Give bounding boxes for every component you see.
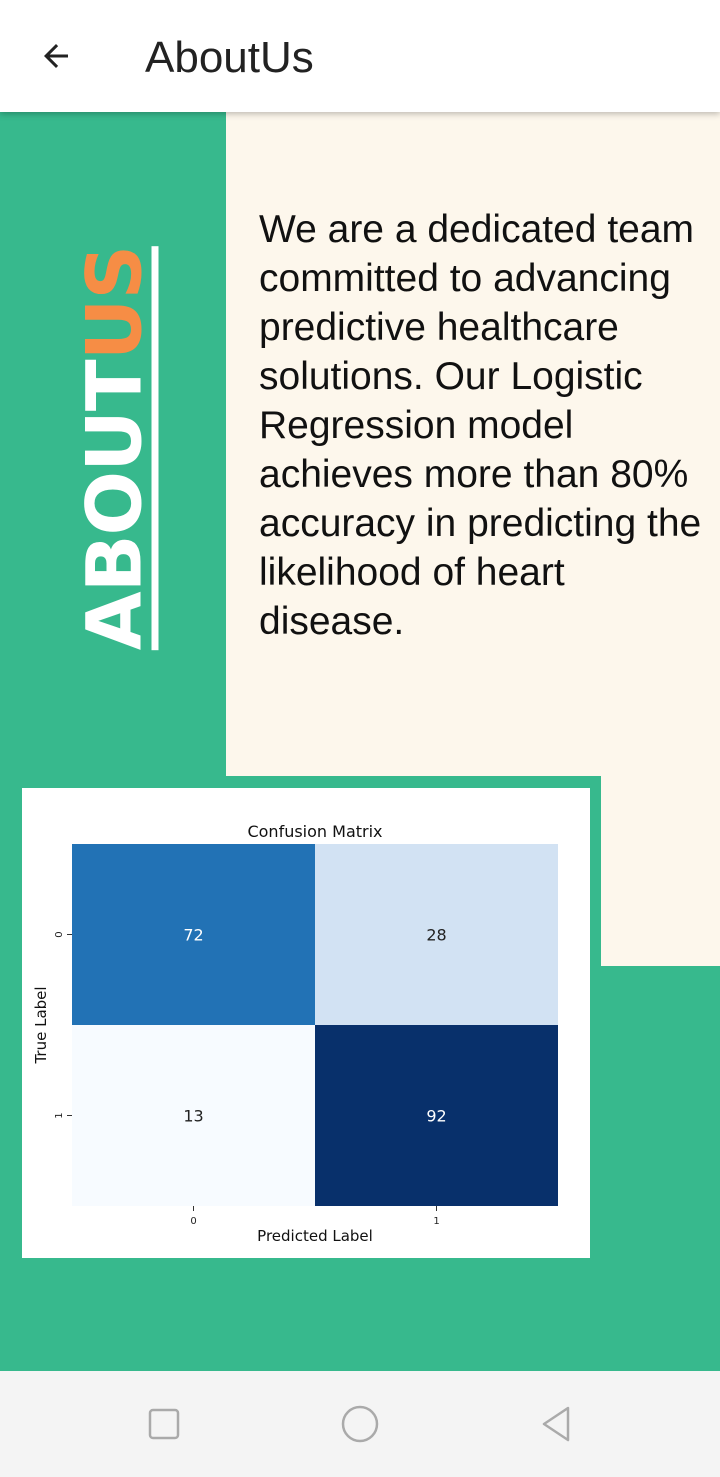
cream-panel bbox=[226, 112, 720, 776]
heatmap-cell bbox=[315, 844, 558, 1025]
heading-word-us: US bbox=[69, 245, 159, 361]
about-description: We are a dedicated team committed to adv… bbox=[259, 208, 702, 643]
cell-value-label: 28 bbox=[426, 926, 446, 945]
x-tick-label: 1 bbox=[433, 1216, 439, 1227]
cream-panel-extension bbox=[601, 776, 720, 966]
home-button[interactable] bbox=[330, 1394, 390, 1454]
circle-icon bbox=[341, 1405, 379, 1443]
recent-apps-button[interactable] bbox=[134, 1394, 194, 1454]
chart-title: Confusion Matrix bbox=[247, 822, 382, 841]
cell-value-label: 72 bbox=[183, 926, 203, 945]
confusion-matrix-chart: Confusion Matrix 72 28 13 92 0 1 0 1 Predicte… bbox=[32, 822, 558, 1245]
heading-word-about: ABOUT bbox=[69, 360, 159, 651]
cell-value-label: 13 bbox=[183, 1107, 203, 1126]
heatmap-cell bbox=[72, 844, 315, 1025]
y-tick-label: 0 bbox=[54, 931, 65, 937]
square-icon bbox=[148, 1408, 180, 1440]
back-button[interactable] bbox=[28, 28, 84, 84]
nav-back-button[interactable] bbox=[526, 1394, 586, 1454]
x-tick-label: 0 bbox=[190, 1216, 196, 1227]
system-nav-bar bbox=[0, 1371, 720, 1477]
app-bar: AboutUs bbox=[0, 0, 720, 112]
y-axis-label: True Label bbox=[32, 986, 50, 1064]
about-us-heading: ABOUTUS bbox=[70, 245, 159, 651]
triangle-back-icon bbox=[542, 1406, 570, 1442]
confusion-matrix-card: Confusion Matrix 72 28 13 92 0 1 0 1 Predicte… bbox=[22, 788, 590, 1258]
x-axis-label: Predicted Label bbox=[257, 1227, 373, 1245]
cell-value-label: 92 bbox=[426, 1107, 446, 1126]
page-title: AboutUs bbox=[145, 33, 314, 82]
y-tick-label: 1 bbox=[54, 1112, 65, 1118]
heatmap-cell bbox=[315, 1025, 558, 1206]
arrow-left-icon bbox=[44, 44, 68, 68]
heatmap-cell bbox=[72, 1025, 315, 1206]
